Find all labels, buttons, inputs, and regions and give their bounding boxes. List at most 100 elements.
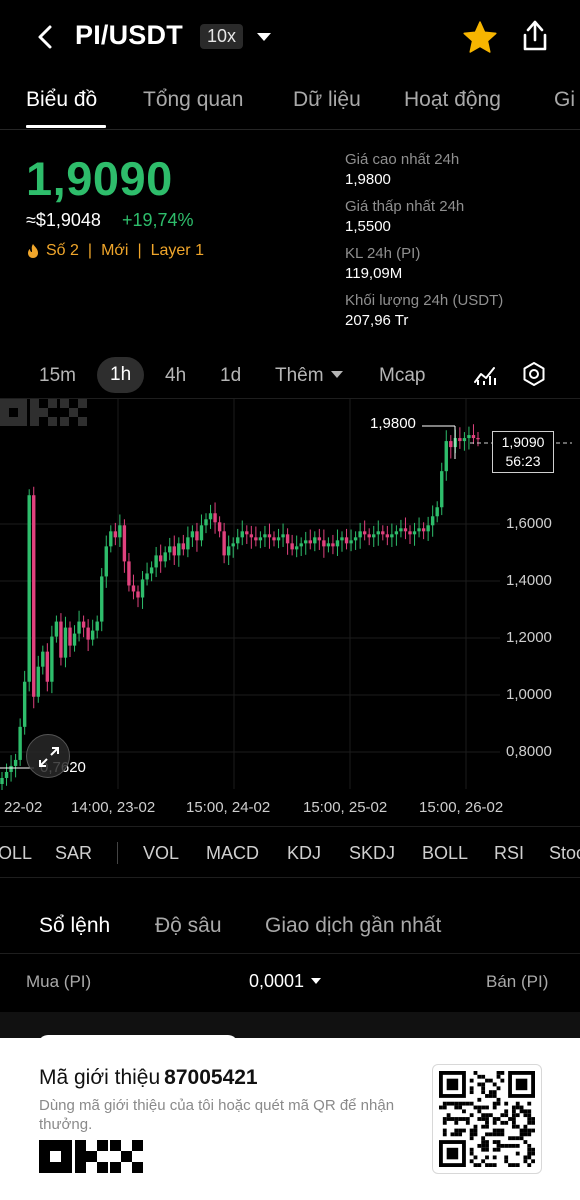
qr-module xyxy=(519,1132,524,1137)
tab-activity[interactable]: Hoạt động xyxy=(404,88,501,111)
tab-data[interactable]: Dữ liệu xyxy=(293,88,361,111)
candle-body xyxy=(240,531,244,538)
candle-body xyxy=(458,438,462,442)
last-price: 1,9090 xyxy=(26,152,173,205)
tab-orderbook[interactable]: Sổ lệnh xyxy=(39,914,111,937)
candle-body xyxy=(90,630,95,640)
indicator-macd[interactable]: MACD xyxy=(206,843,259,863)
indicator-rsi[interactable]: RSI xyxy=(494,843,525,863)
qr-module xyxy=(481,1159,486,1164)
qr-module xyxy=(492,1120,497,1125)
tab-underline xyxy=(26,125,106,128)
qr-code[interactable] xyxy=(432,1064,542,1174)
tag-layer[interactable]: Layer 1 xyxy=(150,242,204,259)
candle-body xyxy=(72,633,77,646)
indicator-kdj[interactable]: KDJ xyxy=(287,843,322,863)
qr-module xyxy=(454,1101,459,1106)
qr-module xyxy=(488,1163,493,1167)
indicator-icon[interactable] xyxy=(472,362,498,388)
qr-module xyxy=(527,1132,532,1137)
qr-module xyxy=(511,1163,516,1167)
tag-new[interactable]: Mới xyxy=(101,242,129,259)
qr-module xyxy=(500,1078,505,1083)
qr-module xyxy=(531,1128,535,1133)
tab-overview[interactable]: Tổng quan xyxy=(143,88,244,111)
candle-body xyxy=(95,621,99,631)
tab-chart[interactable]: Biểu đồ xyxy=(26,88,98,111)
indicator-vol[interactable]: VOL xyxy=(143,843,180,863)
referral-code[interactable]: 87005421 xyxy=(164,1066,258,1089)
current-price-value: 1,9090 xyxy=(501,434,545,450)
y-tick: 1,4000 xyxy=(506,572,552,589)
qr-module xyxy=(500,1143,505,1148)
candle-body xyxy=(344,537,349,544)
caret-down-icon[interactable] xyxy=(256,30,272,42)
star-icon[interactable] xyxy=(462,20,498,54)
stat-high-value: 1,9800 xyxy=(345,171,391,188)
candle-body xyxy=(435,507,439,517)
qr-module xyxy=(531,1117,535,1121)
okx-watermark-icon xyxy=(0,399,87,426)
candle-body xyxy=(195,531,199,541)
tab-more-cut[interactable]: Gi xyxy=(554,88,575,111)
qr-module xyxy=(504,1143,509,1148)
qr-module xyxy=(442,1120,447,1125)
interval-15m[interactable]: 15m xyxy=(39,365,76,386)
qr-module xyxy=(462,1128,466,1133)
qr-module xyxy=(442,1117,447,1121)
candlestick-chart xyxy=(0,399,572,791)
indicator-sar[interactable]: SAR xyxy=(55,843,93,863)
qr-module xyxy=(492,1105,497,1110)
price-chart[interactable]: 1,6000 1,4000 1,2000 1,0000 0,8000 22-02… xyxy=(0,398,580,823)
tab-recent-trades[interactable]: Giao dịch gần nhất xyxy=(265,914,442,937)
tick-size-select[interactable]: 0,0001 xyxy=(249,971,322,992)
candle-body xyxy=(408,531,412,535)
qr-module xyxy=(454,1128,459,1133)
qr-module xyxy=(527,1147,532,1152)
interval-1h[interactable]: 1h xyxy=(97,357,145,393)
candle-body xyxy=(245,531,249,535)
qr-module xyxy=(454,1120,459,1125)
x-tick: 15:00, 24-02 xyxy=(186,799,271,816)
referral-card: Mã giới thiệu 87005421 Dùng mã giới thiệu… xyxy=(0,1038,580,1200)
qr-module xyxy=(531,1120,535,1125)
candle-body xyxy=(127,561,131,586)
qr-module xyxy=(454,1105,459,1110)
candle-body xyxy=(403,528,408,532)
indicator-stoch[interactable]: Stoc xyxy=(549,843,580,863)
qr-module xyxy=(485,1078,489,1083)
current-price-box: 1,9090 56:23 xyxy=(492,431,554,473)
qr-module xyxy=(519,1109,524,1114)
expand-icon[interactable] xyxy=(26,734,70,778)
settings-icon[interactable] xyxy=(521,361,547,387)
qr-module xyxy=(515,1151,520,1156)
tab-depth[interactable]: Độ sâu xyxy=(155,914,222,937)
candle-body xyxy=(258,537,263,541)
interval-more[interactable]: Thêm xyxy=(275,365,343,387)
indicator-boll[interactable]: BOLL xyxy=(422,843,469,863)
qr-module xyxy=(508,1117,512,1121)
stat-vol-usdt-value: 207,96 Tr xyxy=(345,312,409,329)
tag-rank[interactable]: Số 2 xyxy=(46,242,79,259)
interval-1d[interactable]: 1d xyxy=(220,365,242,386)
qr-module xyxy=(527,1151,532,1156)
referral-title-label: Mã giới thiệu xyxy=(39,1066,161,1089)
candle-body xyxy=(113,531,118,538)
qr-module xyxy=(485,1117,489,1121)
candle-body xyxy=(22,681,27,727)
indicator-skdj[interactable]: SKDJ xyxy=(349,843,396,863)
qr-module xyxy=(519,1128,524,1133)
indicator-boll-main[interactable]: OLL xyxy=(0,843,33,863)
share-icon[interactable] xyxy=(518,18,552,54)
back-arrow-icon[interactable] xyxy=(30,20,60,54)
qr-module xyxy=(523,1132,528,1137)
pair-title[interactable]: PI/USDT xyxy=(75,20,183,50)
mcap-toggle[interactable]: Mcap xyxy=(379,365,426,386)
leverage-badge[interactable]: 10x xyxy=(200,24,244,49)
interval-4h[interactable]: 4h xyxy=(165,365,187,386)
qr-module xyxy=(481,1140,486,1144)
y-tick: 1,0000 xyxy=(506,686,552,703)
qr-module xyxy=(469,1101,474,1106)
candle-body xyxy=(349,540,353,544)
qr-module xyxy=(446,1117,451,1121)
